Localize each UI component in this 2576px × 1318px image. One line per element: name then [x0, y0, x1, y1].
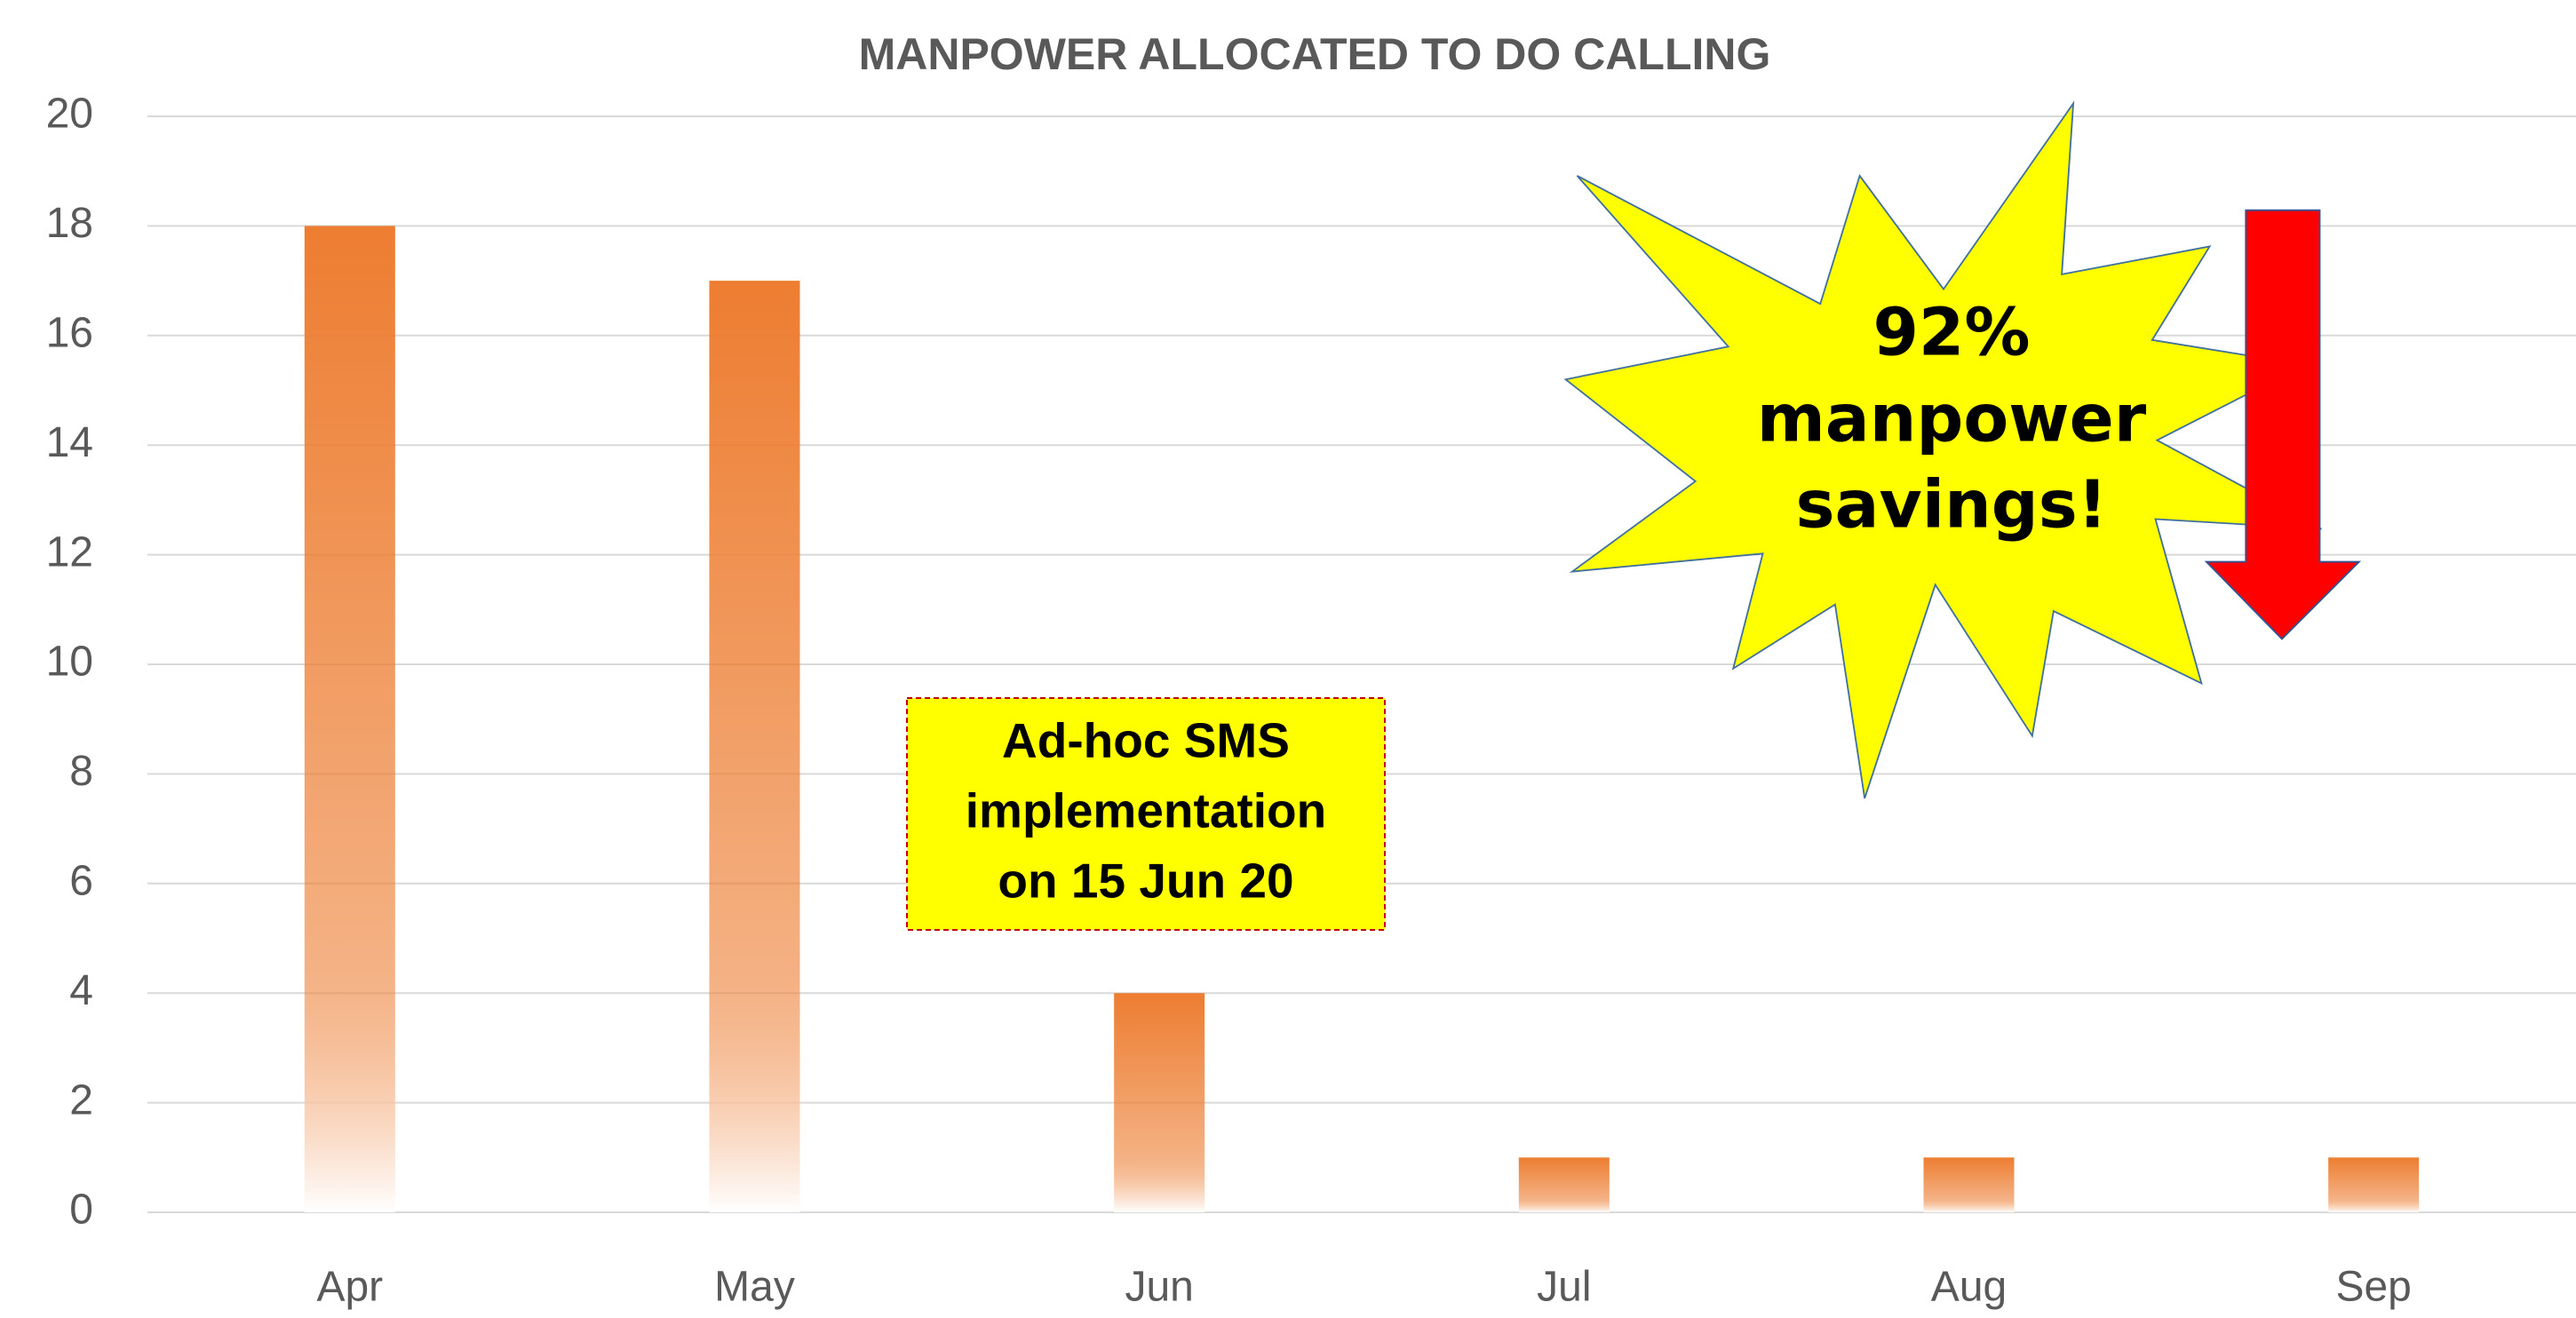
annotation-text: implementation — [966, 783, 1326, 838]
bar — [2328, 1157, 2420, 1212]
y-tick-label: 20 — [46, 91, 93, 138]
y-tick-label: 8 — [69, 748, 93, 795]
x-tick-label: Jun — [1125, 1264, 1193, 1311]
y-tick-label: 14 — [46, 419, 93, 466]
annotation-text: manpower — [1757, 381, 2147, 457]
x-tick-label: Aug — [1931, 1264, 2007, 1311]
y-tick-label: 2 — [69, 1076, 93, 1123]
annotation-text: savings! — [1795, 467, 2107, 544]
y-tick-label: 18 — [46, 200, 93, 247]
x-tick-label: Jul — [1537, 1264, 1591, 1311]
x-tick-label: May — [714, 1264, 795, 1311]
y-tick-label: 6 — [69, 857, 93, 904]
annotation-text: Ad-hoc SMS — [1002, 713, 1290, 768]
annotation-text: on 15 Jun 20 — [998, 854, 1293, 909]
x-tick-label: Apr — [316, 1264, 383, 1311]
bar — [1114, 993, 1205, 1212]
bar — [1923, 1157, 2015, 1212]
y-tick-label: 0 — [69, 1187, 93, 1234]
bar — [1518, 1157, 1610, 1212]
down-arrow — [2204, 209, 2362, 640]
y-tick-label: 4 — [69, 967, 93, 1014]
y-tick-label: 10 — [46, 639, 93, 686]
bar — [304, 226, 395, 1212]
star-shape — [1563, 100, 2322, 799]
x-tick-label: Sep — [2335, 1264, 2411, 1311]
y-tick-label: 16 — [46, 309, 93, 356]
starburst — [1563, 100, 2362, 799]
annotation-box — [906, 697, 1386, 931]
bar — [709, 281, 800, 1213]
annotation-text: 92% — [1872, 295, 2030, 371]
y-tick-label: 12 — [46, 528, 93, 576]
chart-title: MANPOWER ALLOCATED TO DO CALLING — [859, 29, 1771, 79]
